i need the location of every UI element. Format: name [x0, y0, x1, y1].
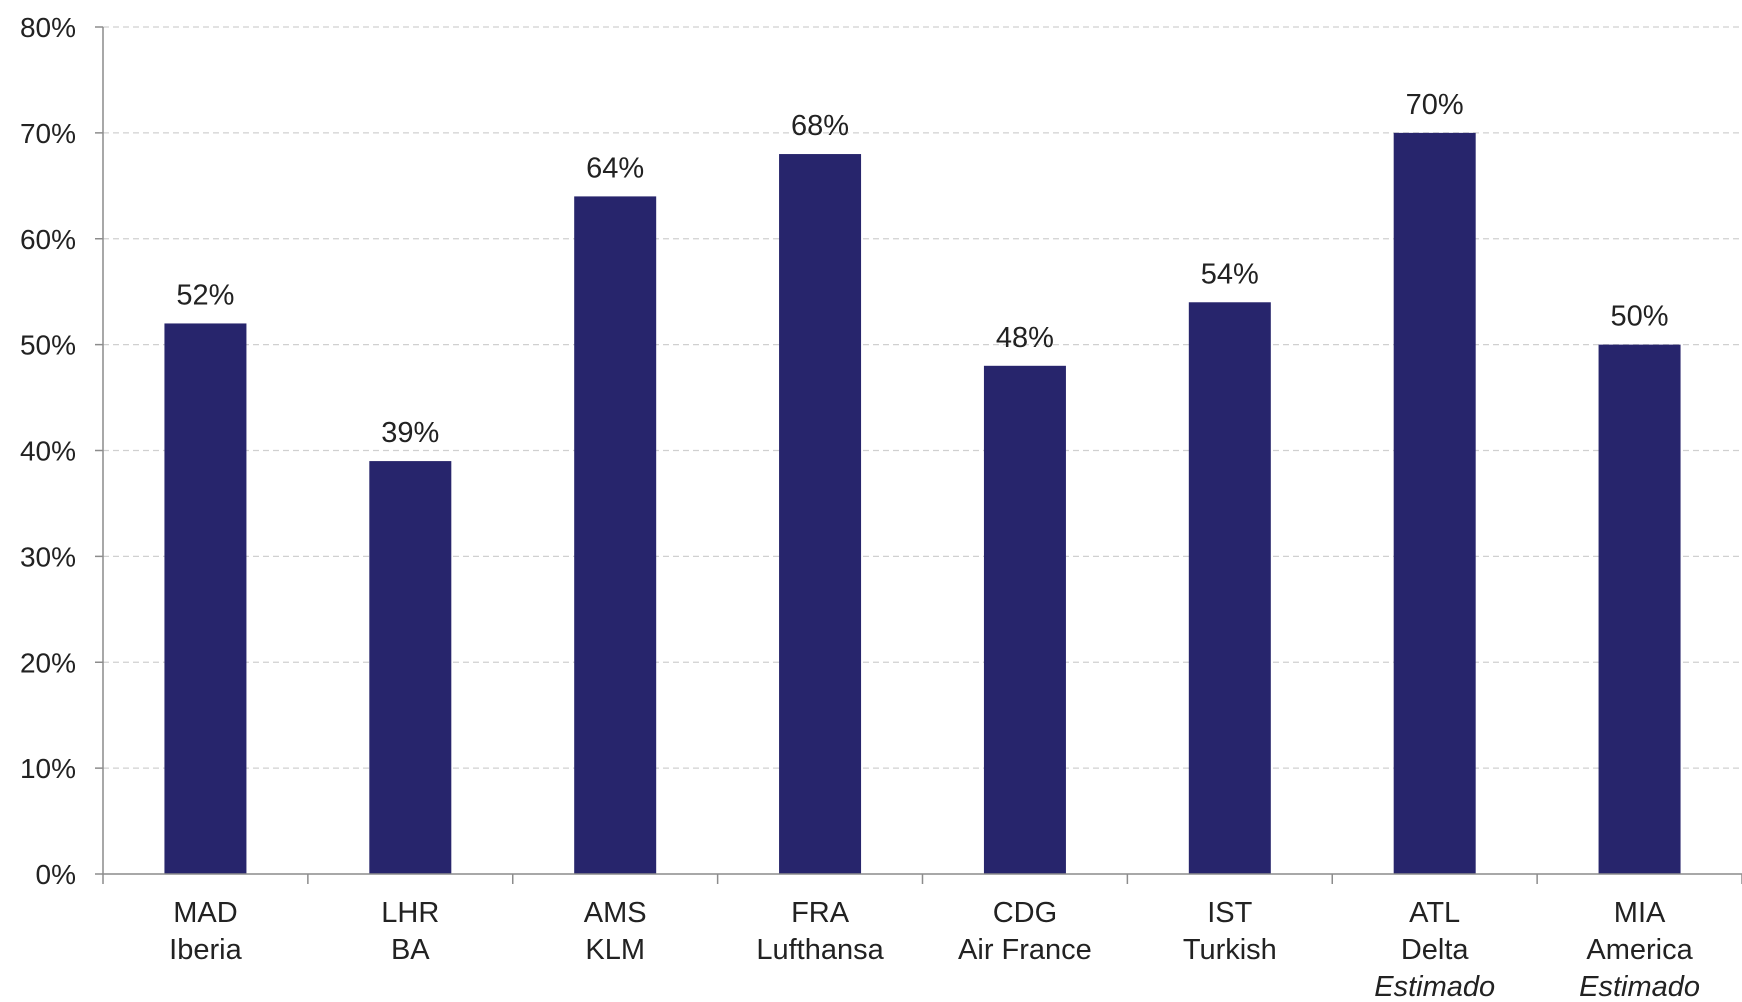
x-tick-label: MAD Iberia	[169, 897, 242, 966]
x-tick-label-line: FRA	[791, 897, 850, 929]
x-tick-label-line: MIA	[1614, 897, 1666, 929]
bar	[983, 365, 1066, 874]
x-tick-label: CDG Air France	[958, 897, 1092, 966]
x-tick-label-line: KLM	[585, 934, 645, 966]
axes	[95, 26, 1742, 884]
x-tick-label: MIA America Estimado	[1579, 897, 1700, 1002]
x-tick-label: IST Turkish	[1183, 897, 1277, 966]
bar	[369, 461, 452, 874]
x-tick-label-line: LHR	[381, 897, 439, 929]
y-tick-label: 80%	[20, 12, 76, 43]
y-tick-label: 30%	[20, 541, 76, 572]
x-tick-label-line: Lufthansa	[756, 934, 884, 966]
x-tick-label: ATL Delta Estimado	[1374, 897, 1495, 1002]
y-tick-label: 0%	[36, 859, 76, 890]
x-tick-label: FRA Lufthansa	[756, 897, 884, 966]
y-tick-label: 10%	[20, 753, 76, 784]
x-tick-label-line: Delta	[1401, 934, 1470, 966]
bar	[1393, 132, 1476, 874]
y-tick-label: 40%	[20, 436, 76, 467]
x-tick-label-line: ATL	[1409, 897, 1460, 929]
x-tick-label: LHR BA	[381, 897, 439, 966]
data-label: 52%	[176, 279, 234, 311]
y-tick-label: 50%	[20, 330, 76, 361]
y-tick-labels: 0% 10% 20% 30% 40% 50% 60% 70% 80%	[20, 12, 76, 890]
x-tick-label-line: Iberia	[169, 934, 242, 966]
y-tick-label: 20%	[20, 647, 76, 678]
category-labels: MAD Iberia LHR BA AMS KLM FRA Lufthansa CDG Air F…	[169, 897, 1700, 1002]
bar	[164, 323, 247, 874]
bars	[164, 132, 1681, 875]
bar	[574, 196, 657, 874]
x-tick-label-line: BA	[391, 934, 430, 966]
data-label: 68%	[791, 110, 849, 142]
x-tick-label-line: Air France	[958, 934, 1092, 966]
data-labels: 52% 39% 64% 68% 48% 54% 70% 50%	[176, 89, 1668, 449]
data-label: 54%	[1201, 258, 1259, 290]
y-tick-label: 70%	[20, 118, 76, 149]
data-label: 39%	[381, 417, 439, 449]
data-label: 48%	[996, 322, 1054, 354]
x-tick-label-line: America	[1586, 934, 1693, 966]
data-label: 64%	[586, 152, 644, 184]
data-label: 50%	[1611, 301, 1669, 333]
x-tick-label-line: IST	[1207, 897, 1252, 929]
bar	[779, 154, 862, 875]
x-tick-label-line: AMS	[584, 897, 647, 929]
x-tick-label-line: CDG	[993, 897, 1057, 929]
bar	[1598, 344, 1681, 874]
x-tick-label: AMS KLM	[584, 897, 647, 966]
data-label: 70%	[1406, 89, 1464, 121]
y-tick-label: 60%	[20, 224, 76, 255]
gridlines	[103, 26, 1742, 769]
x-tick-label-note: Estimado	[1579, 971, 1700, 1002]
x-tick-label-note: Estimado	[1374, 971, 1495, 1002]
x-tick-label-line: Turkish	[1183, 934, 1277, 966]
bar	[1188, 302, 1271, 874]
x-tick-label-line: MAD	[173, 897, 237, 929]
